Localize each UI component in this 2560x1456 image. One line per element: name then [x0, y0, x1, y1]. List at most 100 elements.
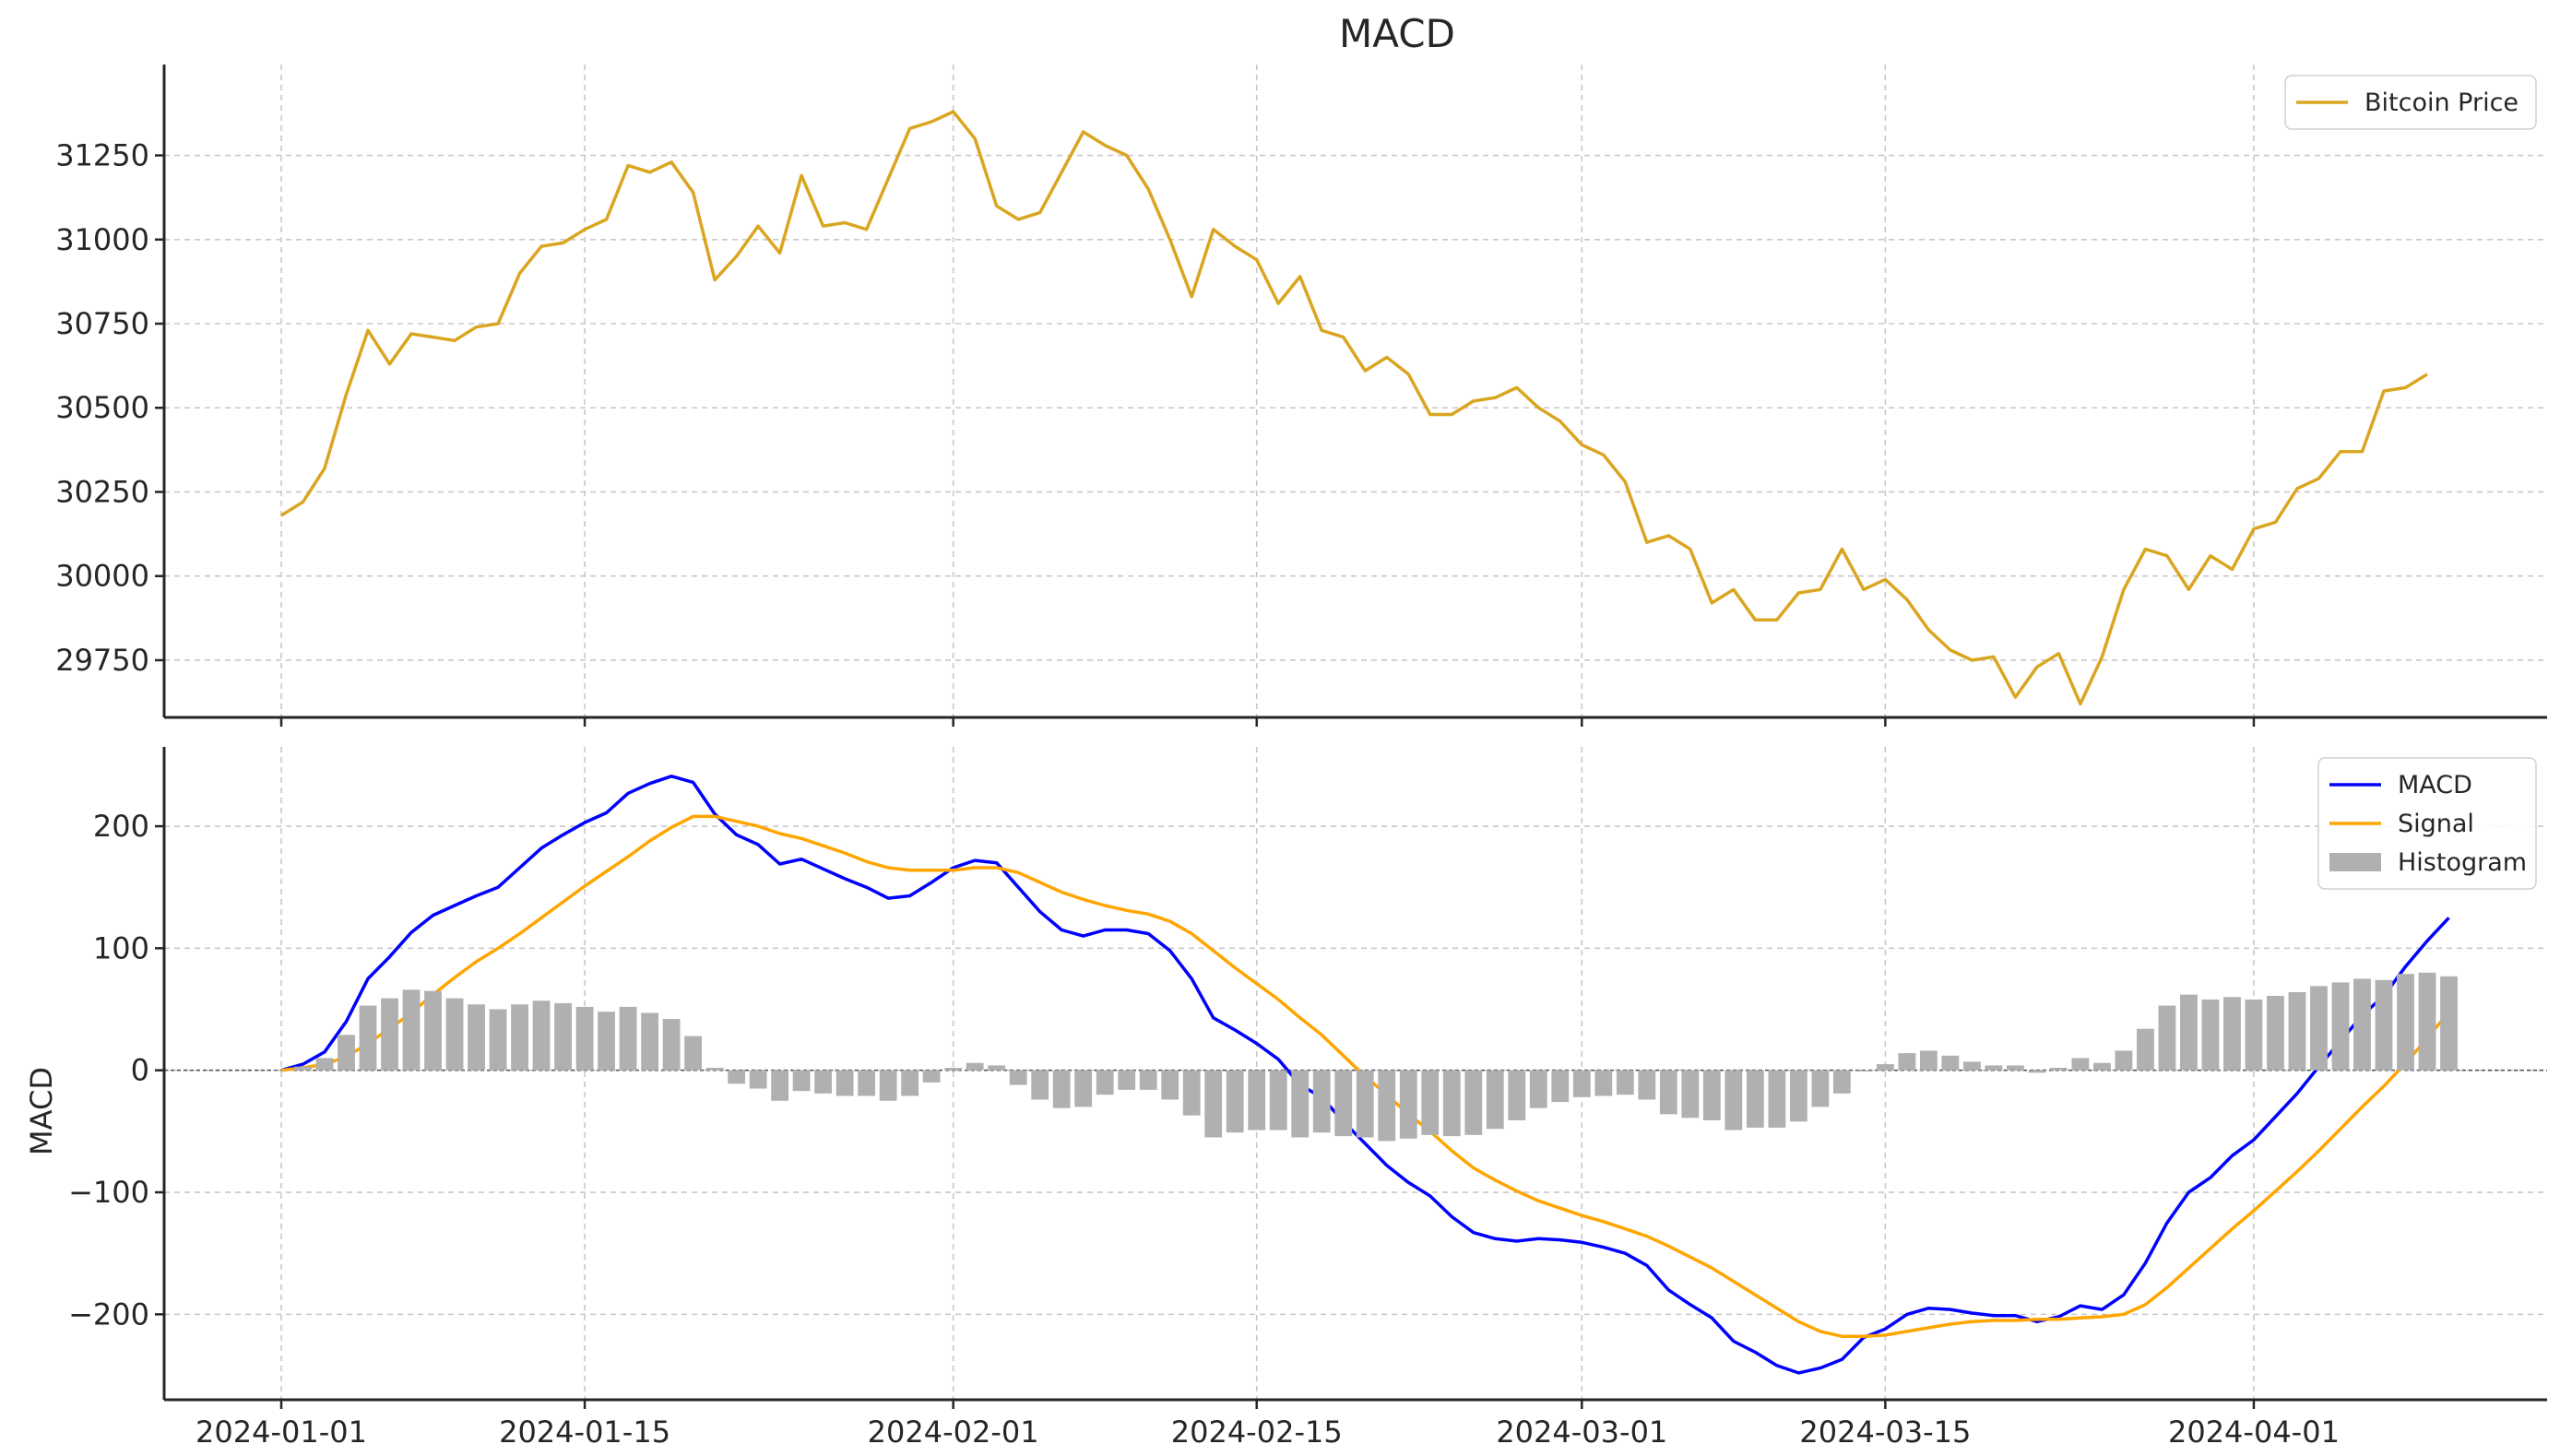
y-tick-label: −100 — [68, 1175, 149, 1210]
y-axis-label-macd: MACD — [24, 1067, 59, 1155]
legend-swatch-histogram — [2329, 853, 2381, 871]
histogram-bar — [1702, 1070, 1721, 1120]
histogram-bar — [858, 1070, 876, 1096]
histogram-bar — [2397, 974, 2414, 1071]
histogram-bar — [338, 1035, 355, 1071]
macd-line — [280, 775, 2450, 1375]
histogram-bar — [792, 1070, 811, 1092]
histogram-bar — [1356, 1070, 1374, 1138]
y-tick-label: 0 — [131, 1053, 149, 1088]
histogram-bar — [1811, 1070, 1830, 1107]
histogram-bar — [1724, 1070, 1743, 1130]
histogram-bar — [2115, 1050, 2133, 1071]
y-tick-label: 30500 — [55, 390, 149, 425]
y-tick-label: 30000 — [55, 559, 149, 594]
histogram-bar — [814, 1070, 833, 1094]
histogram-bar — [2245, 999, 2263, 1071]
histogram-bar — [1312, 1070, 1331, 1133]
histogram-bar — [1226, 1070, 1244, 1133]
histogram-bar — [2158, 1005, 2176, 1071]
histogram-bar — [2331, 982, 2350, 1071]
histogram-bar — [1291, 1070, 1310, 1138]
histogram-bar — [532, 1000, 551, 1071]
histogram-bar — [1962, 1061, 1981, 1071]
x-tick-label: 2024-04-01 — [2168, 1415, 2340, 1450]
histogram-bar — [771, 1070, 789, 1101]
histogram-bar — [879, 1070, 897, 1101]
histogram-bar — [359, 1005, 377, 1071]
histogram-bar — [1985, 1065, 2003, 1071]
histogram-bar — [424, 990, 442, 1071]
histogram-bar — [1681, 1070, 1700, 1119]
histogram-bar — [1118, 1070, 1136, 1090]
y-tick-label: 31250 — [55, 138, 149, 173]
y-tick-label: 200 — [93, 809, 149, 844]
histogram-bar — [2137, 1028, 2154, 1071]
histogram-bar — [1638, 1070, 1656, 1100]
histogram-bar — [1594, 1070, 1613, 1096]
histogram-bar — [445, 998, 464, 1071]
y-tick-label: 31000 — [55, 222, 149, 257]
histogram-bar — [1529, 1070, 1547, 1108]
histogram-bar — [2375, 979, 2393, 1071]
histogram-bar — [1269, 1070, 1287, 1130]
legend-label-signal: Signal — [2398, 810, 2474, 838]
histogram-bar — [1876, 1064, 1894, 1071]
y-tick-label: 30750 — [55, 306, 149, 341]
y-tick-label: −200 — [68, 1296, 149, 1332]
histogram-bar — [2093, 1062, 2111, 1071]
histogram-bar — [2201, 999, 2220, 1071]
histogram-bar — [1421, 1070, 1440, 1135]
histogram-bar — [1052, 1070, 1071, 1108]
histogram-bar — [2180, 994, 2198, 1071]
y-tick-label: 29750 — [55, 643, 149, 678]
histogram-bar — [1789, 1070, 1807, 1122]
histogram-bar — [836, 1070, 854, 1096]
histogram-bar — [966, 1062, 984, 1071]
histogram-bar — [2028, 1070, 2046, 1073]
histogram-bar — [2007, 1065, 2024, 1071]
histogram-bar — [2050, 1068, 2068, 1071]
histogram-bar — [554, 1002, 572, 1071]
histogram-bar — [944, 1068, 963, 1071]
histogram-bar — [468, 1004, 485, 1071]
histogram-bar — [1486, 1070, 1504, 1130]
histogram-bar — [1031, 1070, 1049, 1100]
histogram-bar — [575, 1006, 594, 1071]
histogram-bar — [901, 1070, 919, 1096]
histogram-bar — [988, 1065, 1006, 1071]
legend-label-histogram: Histogram — [2398, 848, 2527, 877]
histogram-bar — [1616, 1070, 1634, 1095]
y-tick-label: 100 — [93, 930, 149, 965]
legend-box — [2284, 75, 2537, 130]
histogram-bar — [1399, 1070, 1417, 1139]
histogram-bar — [749, 1070, 767, 1089]
histogram-bar — [402, 989, 421, 1071]
histogram-bar — [1919, 1050, 1938, 1071]
histogram-bar — [1572, 1070, 1591, 1097]
histogram-bar — [2071, 1058, 2090, 1071]
histogram-bar — [2267, 995, 2284, 1071]
histogram-bar — [641, 1012, 658, 1071]
histogram-bar — [1442, 1070, 1461, 1137]
histogram-bar — [2310, 986, 2328, 1071]
legend-label-macd: MACD — [2398, 771, 2472, 799]
histogram-bar — [1139, 1070, 1157, 1090]
bitcoin-price-line — [280, 110, 2428, 706]
histogram-bar — [1551, 1070, 1570, 1103]
histogram-bar — [728, 1070, 746, 1084]
histogram-bar — [1182, 1070, 1201, 1116]
x-tick-label: 2024-01-15 — [499, 1415, 670, 1450]
histogram-bar — [1941, 1055, 1960, 1071]
histogram-bar — [1096, 1070, 1114, 1095]
histogram-bar — [705, 1068, 724, 1071]
histogram-bar — [1009, 1070, 1027, 1085]
histogram-bar — [1204, 1070, 1223, 1138]
x-tick-label: 2024-03-01 — [1496, 1415, 1667, 1450]
histogram-bar — [1746, 1070, 1764, 1128]
x-tick-label: 2024-02-15 — [1171, 1415, 1343, 1450]
histogram-bar — [598, 1012, 615, 1071]
histogram-bar — [1248, 1070, 1266, 1130]
